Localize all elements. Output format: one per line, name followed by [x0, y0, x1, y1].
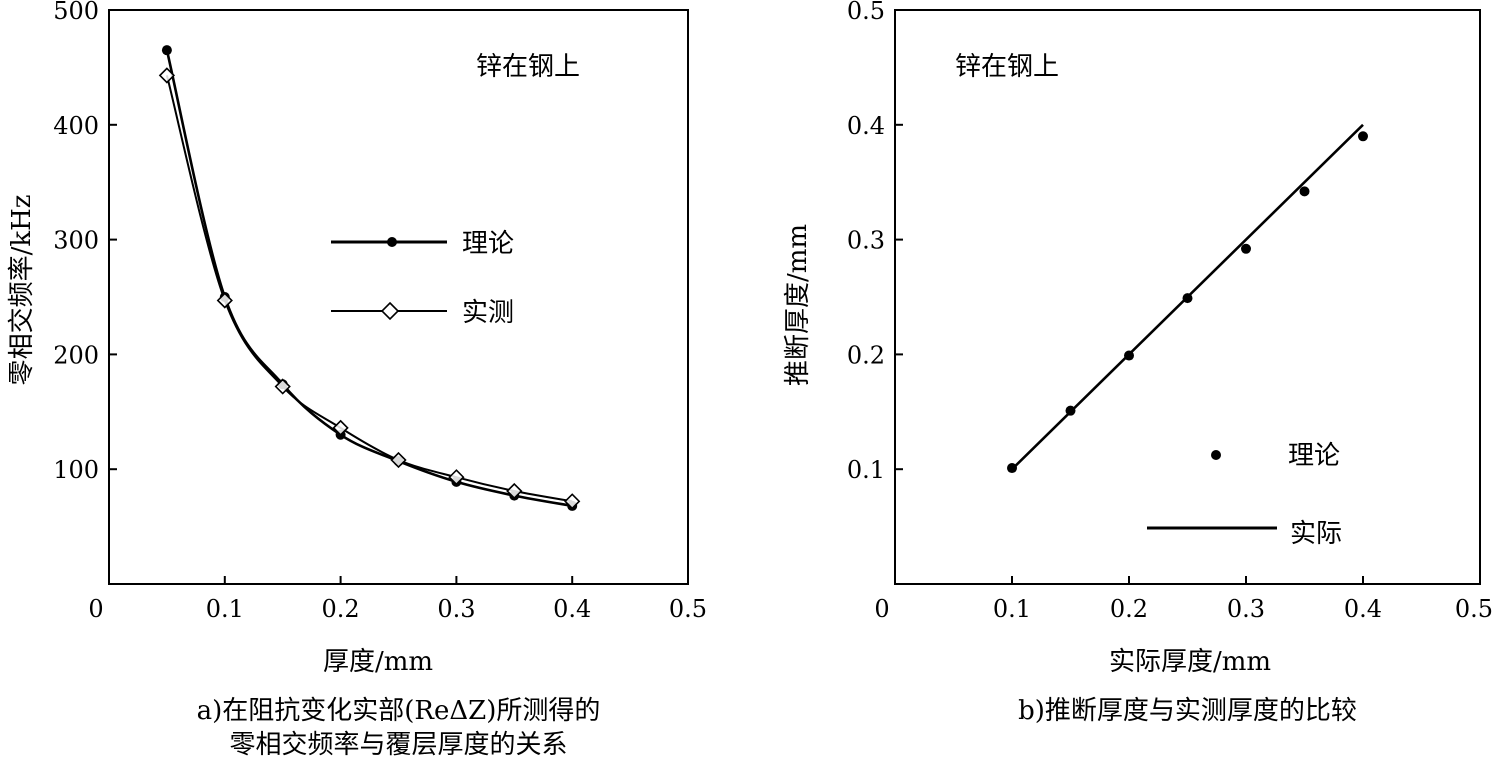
chart-b-x-tick-label: 0.4	[1344, 595, 1382, 623]
chart-a-legend-theory-label: 理论	[462, 229, 514, 259]
chart-a-y-tick-label: 200	[53, 341, 99, 369]
chart-a-y-tick-label: 400	[53, 112, 99, 140]
chart-a-theory-point	[161, 45, 172, 56]
chart-b-x-ticks: 0 0.1 0.2 0.3 0.4 0.5	[874, 576, 1493, 623]
chart-a-x-ticks: 0 0.1 0.2 0.3 0.4 0.5	[88, 576, 707, 623]
chart-a-y-tick-label: 300	[53, 227, 99, 255]
chart-b-theory-point	[1007, 463, 1017, 474]
chart-b-x-tick-label: 0	[874, 595, 889, 623]
chart-b-legend-actual-label: 实际	[1290, 519, 1342, 549]
chart-a-frame	[108, 9, 689, 585]
chart-b-y-tick-label: 0.4	[847, 112, 885, 140]
chart-a-measured-point	[274, 378, 291, 395]
chart-a-y-tick-label: 100	[53, 456, 99, 484]
chart-b-caption: b)推断厚度与实测厚度的比较	[895, 694, 1480, 728]
chart-b-x-tick-label: 0.2	[1110, 595, 1148, 623]
chart-b-frame	[894, 9, 1481, 585]
chart-a-measured-point	[390, 451, 407, 469]
chart-b-theory-point	[1065, 405, 1076, 416]
chart-a-measured-point	[506, 482, 523, 500]
chart-a-legend-theory-marker	[387, 237, 397, 247]
chart-b-x-tick-label: 0.1	[993, 595, 1031, 623]
chart-a-measured-point	[448, 469, 465, 486]
chart-a-measured-point	[564, 493, 581, 510]
chart-a-x-tick-label: 0.5	[669, 595, 707, 623]
chart-a-measured-point	[332, 419, 349, 437]
chart-a-y-axis-label: 零相交频率/kHz	[7, 195, 37, 386]
chart-a: 500 400 300 200 100 0 0.1 0.2 0.3 0.4 0.5 锌在钢上 厚度…	[7, 0, 707, 677]
chart-a-x-tick-label: 0.1	[206, 595, 244, 623]
chart-b-theory-point	[1241, 243, 1251, 254]
chart-a-series	[158, 45, 581, 511]
chart-a-y-tick-label: 500	[53, 0, 99, 25]
chart-a-caption: a)在阻抗变化实部(ReΔZ)所测得的 零相交频率与覆层厚度的关系	[109, 694, 688, 762]
chart-a-caption-line1: a)在阻抗变化实部(ReΔZ)所测得的	[196, 696, 601, 726]
chart-a-theory-curve	[165, 49, 573, 508]
chart-a-caption-line2: 零相交频率与覆层厚度的关系	[229, 730, 568, 760]
chart-b-series	[1007, 123, 1368, 474]
chart-b-x-tick-label: 0.5	[1455, 595, 1493, 623]
chart-b-theory-point	[1299, 186, 1310, 197]
chart-b-theory-point	[1358, 131, 1368, 142]
chart-a-x-tick-label: 0.2	[322, 595, 360, 623]
chart-b-legend: 理论 实际	[1147, 441, 1342, 549]
chart-a-x-axis-label: 厚度/mm	[323, 647, 433, 677]
chart-a-legend-measured-label: 实测	[462, 298, 514, 328]
chart-a-annotation: 锌在钢上	[476, 52, 580, 82]
chart-b: 0.5 0.4 0.3 0.2 0.1 0 0.1 0.2 0.3 0.4 0.5 锌在钢上 实际…	[783, 0, 1493, 677]
chart-b-legend-theory-label: 理论	[1288, 441, 1340, 471]
chart-a-measured-curve	[165, 75, 573, 503]
chart-a-legend-measured-marker	[380, 301, 400, 321]
chart-b-y-axis-label: 推断厚度/mm	[783, 224, 813, 386]
chart-b-annotation: 锌在钢上	[955, 52, 1059, 82]
chart-a-x-tick-label: 0	[88, 595, 103, 623]
chart-b-y-tick-label: 0.5	[847, 0, 885, 25]
chart-b-caption-line: b)推断厚度与实测厚度的比较	[1018, 696, 1357, 726]
chart-b-y-tick-label: 0.1	[847, 456, 885, 484]
chart-b-y-tick-label: 0.3	[847, 227, 885, 255]
chart-b-y-ticks: 0.5 0.4 0.3 0.2 0.1	[847, 0, 903, 484]
chart-b-theory-point	[1124, 350, 1134, 361]
chart-a-legend: 理论 实测	[331, 229, 514, 328]
chart-b-x-axis-label: 实际厚度/mm	[1109, 647, 1271, 677]
chart-a-y-ticks: 500 400 300 200 100	[53, 0, 117, 484]
chart-b-x-tick-label: 0.3	[1227, 595, 1265, 623]
chart-a-measured-point	[158, 67, 176, 84]
chart-a-x-tick-label: 0.3	[437, 595, 475, 623]
chart-b-legend-theory-marker	[1211, 450, 1221, 460]
chart-b-y-tick-label: 0.2	[847, 341, 885, 369]
chart-b-theory-point	[1182, 293, 1193, 304]
chart-a-x-tick-label: 0.4	[553, 595, 591, 623]
chart-a-measured-point	[216, 292, 233, 309]
